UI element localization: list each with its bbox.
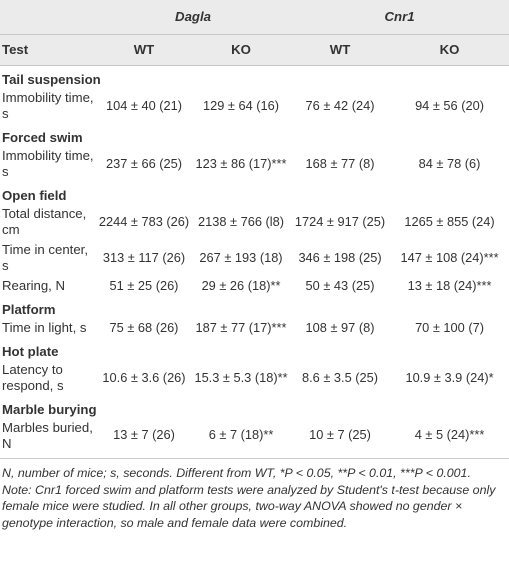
results-table: Dagla Cnr1 Test WT KO WT KO Tail suspens…	[0, 0, 509, 459]
section-row: Tail suspension	[0, 66, 509, 89]
table-header: Dagla Cnr1 Test WT KO WT KO	[0, 0, 509, 66]
value-cell: 237 ± 66 (25)	[105, 156, 183, 171]
value-cell: 2138 ± 766 (l8)	[198, 214, 284, 229]
group-row: Dagla Cnr1	[0, 0, 509, 35]
column-header: WT	[290, 34, 391, 66]
footnote: Note: Cnr1 forced swim and platform test…	[2, 482, 496, 530]
section-row: Forced swim	[0, 124, 509, 146]
data-row: Latency to respond, s 10.6 ± 3.6 (26) 15.3…	[0, 360, 509, 396]
value-cell: 10.9 ± 3.9 (24)*	[405, 370, 494, 385]
data-row: Time in light, s 75 ± 68 (26) 187 ± 77 (17…	[0, 318, 509, 338]
empty-cell	[0, 0, 96, 35]
row-label: Latency to respond, s	[2, 362, 64, 393]
value-cell: 104 ± 40 (21)	[105, 98, 183, 113]
section-row: Marble burying	[0, 396, 509, 418]
section-title: Hot plate	[2, 344, 59, 359]
row-label: Immobility time, s	[2, 148, 94, 179]
value-cell: 168 ± 77 (8)	[305, 156, 375, 171]
value-cell: 75 ± 68 (26)	[109, 320, 179, 335]
value-cell: 13 ± 18 (24)***	[407, 278, 492, 293]
data-row: Rearing, N 51 ± 25 (26) 29 ± 26 (18)** 50 ±…	[0, 276, 509, 296]
value-cell: 84 ± 78 (6)	[418, 156, 481, 171]
value-cell: 108 ± 97 (8)	[305, 320, 375, 335]
value-cell: 1265 ± 855 (24)	[404, 214, 495, 229]
row-label: Time in light, s	[2, 320, 87, 335]
value-cell: 129 ± 64 (16)	[202, 98, 280, 113]
value-cell: 76 ± 42 (24)	[305, 98, 375, 113]
value-cell: 10 ± 7 (25)	[290, 418, 391, 459]
value-cell: 346 ± 198 (25)	[298, 250, 382, 265]
footnote: N, number of mice; s, seconds. Different…	[2, 466, 471, 480]
value-cell: 6 ± 7 (18)**	[192, 418, 291, 459]
value-cell: 1724 ± 917 (25)	[294, 214, 386, 229]
data-row: Immobility time, s 104 ± 40 (21) 129 ± 64 …	[0, 88, 509, 124]
value-cell: 147 ± 108 (24)***	[400, 250, 499, 265]
value-cell: 4 ± 5 (24)***	[390, 418, 509, 459]
row-label: Rearing, N	[2, 278, 66, 293]
footnotes: N, number of mice; s, seconds. Different…	[0, 459, 509, 531]
value-cell: 187 ± 77 (17)***	[195, 320, 287, 335]
group-header: Dagla	[175, 9, 211, 24]
value-cell: 51 ± 25 (26)	[109, 278, 179, 293]
section-title: Forced swim	[2, 130, 83, 145]
section-row: Hot plate	[0, 338, 509, 360]
value-cell: 15.3 ± 5.3 (18)**	[194, 370, 288, 385]
data-row: Marbles buried, N 13 ± 7 (26) 6 ± 7 (18)**…	[0, 418, 509, 459]
column-header: KO	[390, 34, 509, 66]
row-label: Marbles buried, N	[0, 418, 96, 459]
data-row: Immobility time, s 237 ± 66 (25) 123 ± 86 …	[0, 146, 509, 182]
value-cell: 94 ± 56 (20)	[415, 98, 484, 113]
section-row: Platform	[0, 296, 509, 318]
table-body: Tail suspension Immobility time, s 104 ± 4…	[0, 66, 509, 459]
column-row: Test WT KO WT KO	[0, 34, 509, 66]
value-cell: 267 ± 193 (18)	[199, 250, 283, 265]
value-cell: 50 ± 43 (25)	[305, 278, 375, 293]
column-header: WT	[96, 34, 192, 66]
section-title: Open field	[2, 188, 67, 203]
section-title: Platform	[2, 302, 56, 317]
group-header: Cnr1	[384, 9, 415, 24]
value-cell: 313 ± 117 (26)	[102, 250, 186, 265]
value-cell: 10.6 ± 3.6 (26)	[102, 370, 186, 385]
data-row: Total distance, cm 2244 ± 783 (26) 2138 ± …	[0, 204, 509, 240]
row-label: Total distance, cm	[2, 206, 87, 237]
section-title: Tail suspension	[2, 72, 101, 87]
data-row: Time in center, s 313 ± 117 (26) 267 ± 193…	[0, 240, 509, 276]
value-cell: 13 ± 7 (26)	[96, 418, 192, 459]
row-label: Immobility time, s	[2, 90, 94, 121]
column-header: KO	[192, 34, 291, 66]
value-cell: 2244 ± 783 (26)	[98, 214, 190, 229]
value-cell: 8.6 ± 3.5 (25)	[302, 370, 379, 385]
value-cell: 29 ± 26 (18)**	[201, 278, 281, 293]
value-cell: 70 ± 100 (7)	[415, 320, 484, 335]
section-title: Marble burying	[2, 402, 97, 417]
column-header: Test	[0, 34, 96, 66]
section-row: Open field	[0, 182, 509, 204]
row-label: Time in center, s	[2, 242, 88, 273]
value-cell: 123 ± 86 (17)***	[195, 156, 287, 171]
